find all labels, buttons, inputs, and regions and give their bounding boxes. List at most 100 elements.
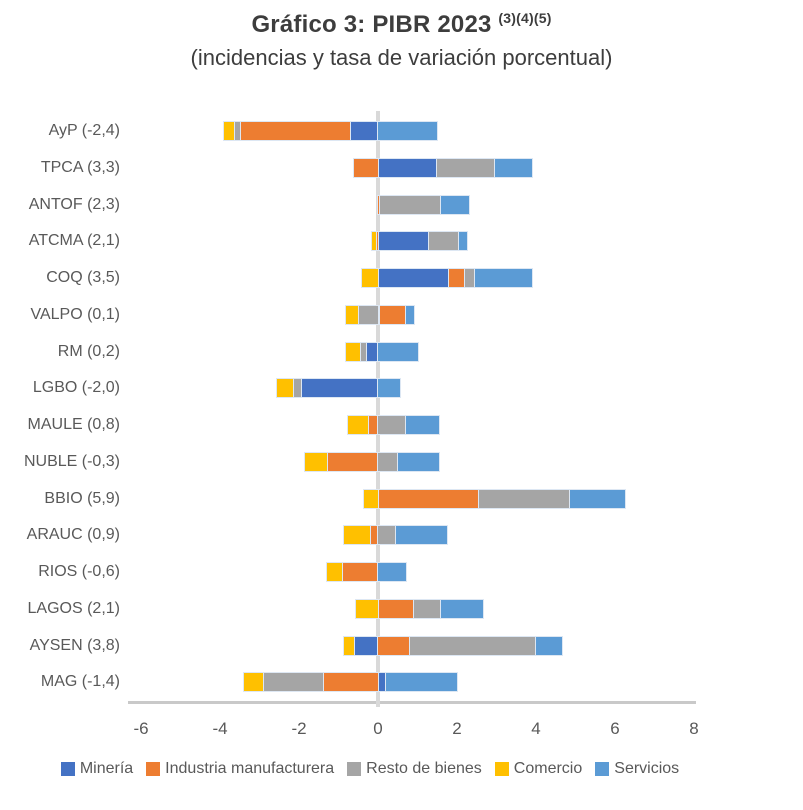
bar-segment: [239, 122, 351, 140]
bar-segment: [263, 673, 323, 692]
legend-item: Comercio: [494, 760, 583, 778]
bar-segment: [358, 305, 378, 324]
legend: Minería Industria manufacturera Resto de b…: [0, 760, 740, 778]
bar-segment: [441, 599, 483, 618]
category-label: ANTOF (2,3): [28, 195, 120, 213]
bar-segment: [326, 563, 343, 581]
category-label: VALPO (0,1): [30, 305, 120, 323]
legend-swatch-icon: [494, 762, 509, 776]
legend-swatch-icon: [595, 762, 610, 776]
bar-segment: [405, 416, 440, 434]
legend-item: Servicios: [595, 760, 679, 778]
bar-segment: [429, 232, 459, 251]
category-label: LGBO (-2,0): [32, 379, 120, 397]
legend-label: Comercio: [513, 760, 583, 777]
bar-segment: [378, 599, 414, 618]
category-label: MAG (-1,4): [40, 673, 120, 691]
bar-segment: [413, 599, 442, 618]
bar-segment: [378, 232, 430, 251]
category-label: AyP (-2,4): [48, 122, 120, 139]
bar-segment: [409, 636, 536, 655]
bar-segment: [441, 195, 469, 214]
category-label: MAULE (0,8): [27, 416, 120, 433]
legend-label: Minería: [79, 760, 134, 777]
bar-segment: [376, 232, 378, 251]
x-axis-tick-label: -6: [133, 719, 149, 738]
x-axis-tick-label: -2: [291, 719, 307, 738]
legend-item: Resto de bienes: [347, 760, 482, 778]
bar-segment: [378, 636, 410, 655]
bar-segment: [304, 452, 327, 471]
bar-segment: [569, 489, 625, 508]
plot-area: -6 -4 -2 0 2 4 6 8: [128, 111, 699, 738]
bar-segment: [378, 158, 438, 177]
bar-segment: [300, 379, 378, 398]
bar-segment: [366, 342, 378, 361]
bar-segment: [277, 379, 294, 398]
bar-segment: [350, 122, 378, 140]
chart-title-footnote-marks: (3)(4)(5): [498, 10, 552, 26]
bar-segment: [395, 526, 448, 545]
chart-title-text: Gráfico 3: PIBR 2023: [251, 11, 492, 38]
bar-segment: [378, 526, 396, 545]
bar-segment: [362, 269, 378, 287]
category-label: ARAUC (0,9): [26, 526, 120, 544]
zero-gridline: [376, 111, 380, 707]
bar-segment: [437, 158, 495, 177]
bar-segment: [364, 489, 378, 508]
bar-segment: [370, 526, 378, 545]
bar-segment: [322, 673, 378, 692]
legend-swatch-icon: [60, 762, 75, 776]
bar-segment: [243, 673, 264, 692]
bar-segment: [360, 342, 367, 361]
category-label: RM (0,2): [57, 342, 120, 360]
category-label: RIOS (-0,6): [38, 563, 120, 580]
bar-segment: [474, 269, 533, 287]
bar-segment: [378, 673, 386, 692]
bar-segment: [379, 305, 406, 324]
legend-label: Industria manufacturera: [165, 760, 335, 777]
bar-segment: [356, 599, 378, 618]
bar-segment: [478, 489, 570, 508]
bar-segment: [346, 342, 361, 361]
bar-segment: [536, 636, 562, 655]
bar-segment: [397, 452, 440, 471]
bar-segment: [494, 158, 533, 177]
x-axis-tick-label: 6: [610, 719, 620, 738]
bar-segment: [293, 379, 301, 398]
category-label: LAGOS (2,1): [27, 599, 120, 617]
legend-label: Resto de bienes: [366, 760, 482, 777]
bar-segment: [342, 563, 378, 581]
bar-segment: [385, 673, 457, 692]
legend-item: Minería: [60, 760, 134, 778]
bar-segment: [378, 269, 450, 287]
bar-segment: [378, 195, 380, 214]
category-label: NUBLE (-0,3): [23, 452, 120, 470]
category-label: BBIO (5,9): [44, 489, 120, 507]
bar-segment: [378, 379, 400, 398]
category-label: TPCA (3,3): [40, 158, 120, 176]
bar-segment: [405, 305, 414, 324]
x-axis-tick-label: -4: [212, 719, 228, 738]
bar-segment: [344, 526, 371, 545]
bar-segment: [378, 452, 398, 471]
legend-swatch-icon: [347, 762, 362, 776]
bar-segment: [326, 452, 378, 471]
chart-title: Gráfico 3: PIBR 2023 (3)(4)(5): [0, 10, 803, 39]
category-label: AYSEN (3,8): [29, 636, 120, 654]
bar-segment: [378, 489, 479, 508]
bar-segment: [464, 269, 475, 287]
x-axis-line: [128, 701, 696, 704]
bar-segment: [378, 416, 406, 434]
bar-segment: [354, 158, 378, 177]
bar-segment: [458, 232, 467, 251]
x-axis-tick-label: 4: [531, 719, 541, 738]
bar-segment: [354, 636, 378, 655]
bar-segment: [378, 563, 406, 581]
bar-segment: [378, 305, 380, 324]
bar-segment: [344, 636, 355, 655]
bar-segment: [348, 416, 369, 434]
bar-segment: [368, 416, 378, 434]
bar-segment: [378, 122, 438, 140]
